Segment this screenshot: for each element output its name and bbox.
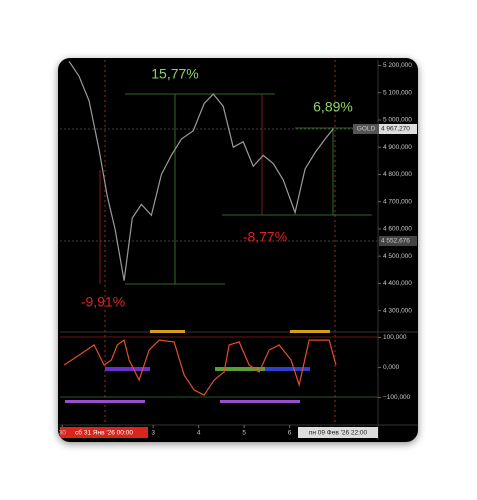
y-tick-label: 100,000: [383, 334, 407, 341]
y-tick-label: 4 600,000: [383, 226, 412, 233]
x-tick-label: 3: [151, 430, 155, 437]
x-tick-label: 4: [197, 430, 201, 437]
annotation: 6,89%: [313, 99, 353, 115]
y-tick-label: 4 400,000: [383, 280, 412, 287]
signal-strip: [150, 330, 185, 333]
signal-strip: [265, 367, 310, 371]
price-tag-label: 4 967,270: [381, 126, 410, 133]
cursor-tag: [298, 427, 378, 438]
signal-strip: [105, 367, 150, 371]
y-tick-label: 5 000,000: [383, 117, 412, 124]
signal-strip: [290, 330, 330, 333]
chart: 15,77% 6,89% -8,77% -9,91% GOLD 4 967,27…: [59, 60, 418, 440]
signal-strip: [220, 400, 300, 403]
price-tag: [379, 236, 417, 246]
annotation: 15,77%: [151, 66, 198, 82]
y-tick-label: −100,000: [383, 394, 411, 401]
x-tick-label: 6: [288, 430, 292, 437]
signal-strip: [215, 367, 265, 371]
y-tick-label: 4 300,000: [383, 307, 412, 314]
cursor-tag: [60, 427, 148, 438]
y-tick-label: 5 200,000: [383, 62, 412, 69]
x-tick-label: 5: [242, 430, 246, 437]
series-line: [63, 339, 337, 396]
y-tick-label: 4 500,000: [383, 253, 412, 260]
cursor-tag-label: пн 09 Фев '26 22:00: [309, 430, 368, 437]
price-tag-label: 4 552,676: [381, 238, 410, 245]
series-line: [68, 61, 334, 281]
signal-strip: [65, 400, 145, 403]
cursor-tag-label: сб 31 Янв '26 00:00: [75, 429, 133, 437]
y-tick-label: 4 800,000: [383, 171, 412, 178]
y-tick-label: 5 100,000: [383, 89, 412, 96]
symbol-tag-label: GOLD: [357, 126, 376, 133]
annotation: -9,91%: [81, 294, 125, 310]
chart-window: 15,77% 6,89% -8,77% -9,91% GOLD 4 967,27…: [58, 58, 418, 442]
annotation: -8,77%: [243, 229, 287, 245]
y-tick-label: 0,000: [383, 364, 400, 371]
y-tick-label: 4 900,000: [383, 144, 412, 151]
symbol-tag: [353, 124, 379, 134]
x-tick-label: 30: [59, 430, 67, 437]
y-tick-label: 4 700,000: [383, 198, 412, 205]
price-tag: [379, 124, 417, 134]
